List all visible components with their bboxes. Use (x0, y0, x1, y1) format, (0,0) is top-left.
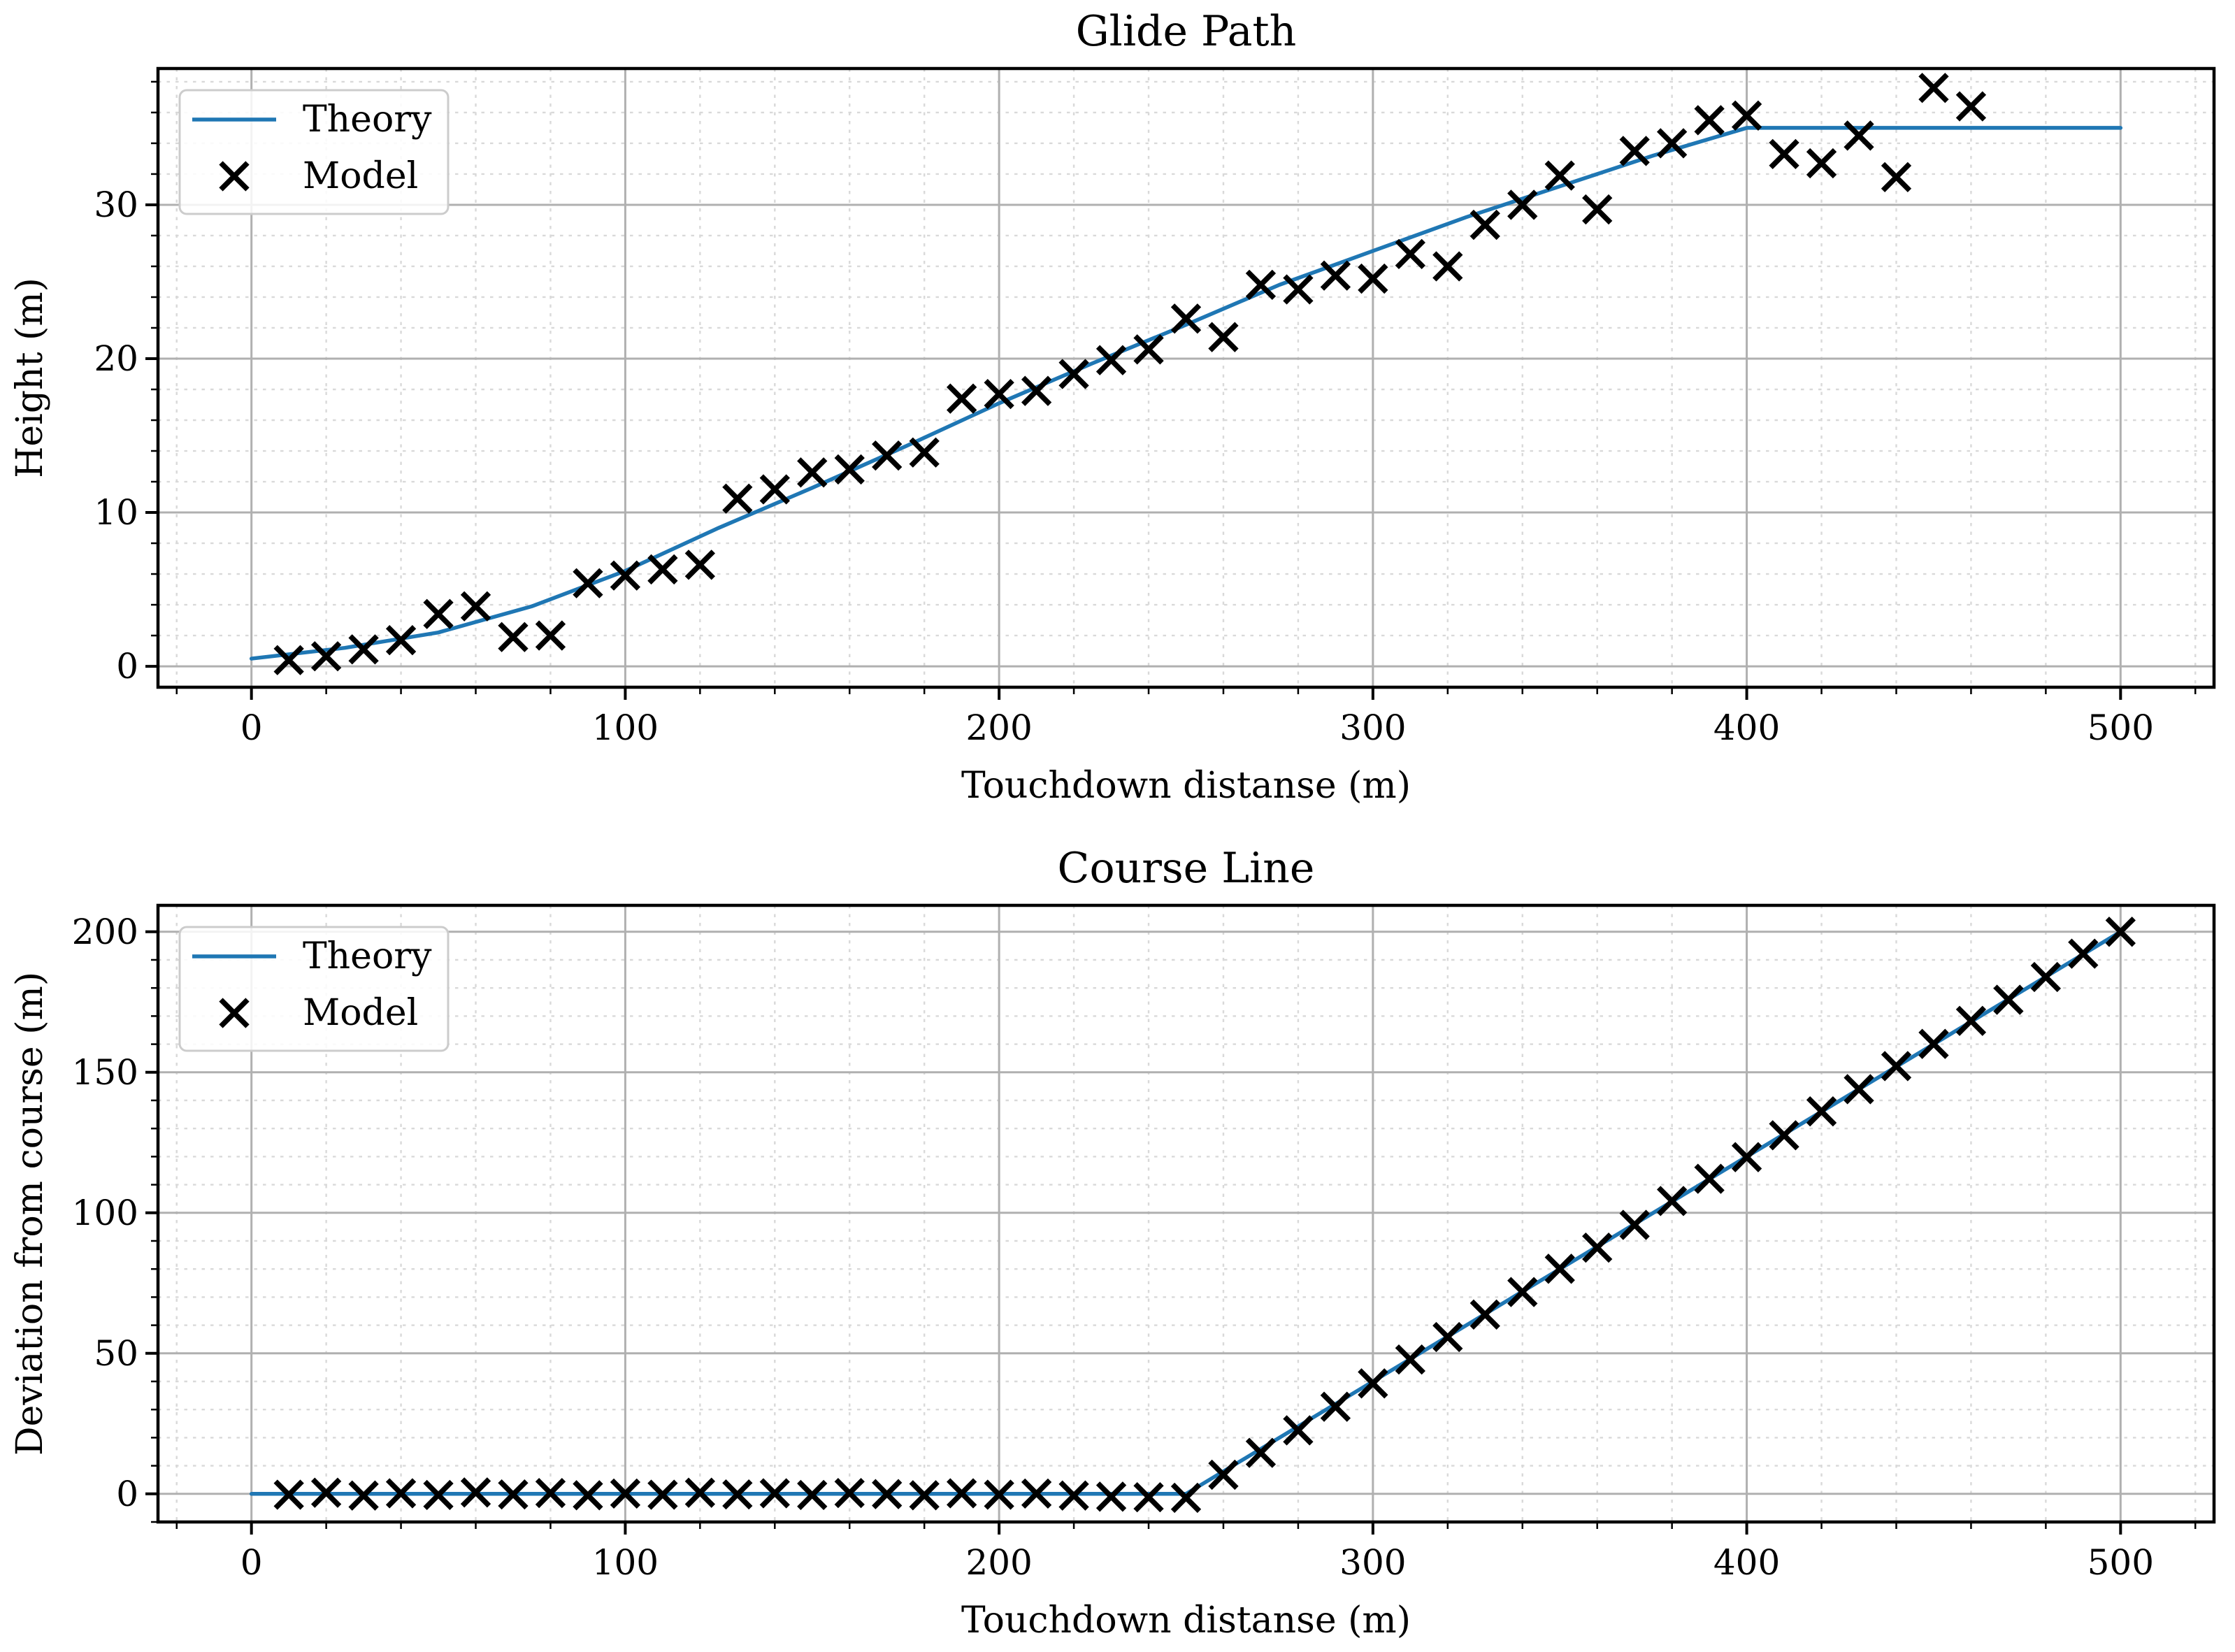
chart-title: Glide Path (1076, 7, 1297, 56)
grid-major (158, 69, 2214, 687)
theory-line (249, 126, 2123, 661)
legend-model-marker-sample (219, 998, 250, 1028)
legend: Theory Model (178, 89, 450, 215)
grid-minor (158, 69, 2214, 687)
chart-course-line: 0 100 200 300 400 500 0 50 100 150 200 Course Line T… (9, 844, 2216, 1642)
ticks (145, 80, 2197, 700)
x-tick-label: 300 (1339, 1542, 1406, 1583)
chart-title: Course Line (1058, 844, 1315, 893)
y-tick-label: 150 (72, 1052, 138, 1093)
y-axis-label: Height (m) (9, 278, 51, 478)
legend-entry-label: Theory (303, 935, 432, 977)
y-tick-label: 10 (94, 492, 138, 533)
legend-entry-label: Theory (303, 99, 432, 141)
model-scatter (273, 917, 2136, 1514)
axes-spines (156, 66, 2216, 689)
x-tick-label: 100 (592, 1542, 659, 1583)
x-axis-label: Touchdown distanse (m) (961, 765, 1411, 807)
x-tick-label: 500 (2087, 708, 2154, 748)
legend-entry-label: Model (303, 992, 418, 1034)
y-tick-label: 0 (116, 646, 138, 687)
y-tick-label: 20 (94, 338, 138, 379)
y-tick-label: 200 (72, 912, 138, 952)
x-tick-label: 100 (592, 708, 659, 748)
y-tick-label: 100 (72, 1193, 138, 1233)
x-tick-label: 0 (240, 708, 263, 748)
chart-glide-path: 0 100 200 300 400 500 0 10 20 30 Glide Path Touchdo… (9, 7, 2216, 807)
legend-model-marker-sample (219, 161, 250, 192)
legend: Theory Model (178, 926, 450, 1052)
y-tick-label: 0 (116, 1474, 138, 1514)
x-tick-label: 200 (965, 708, 1032, 748)
x-axis-label: Touchdown distanse (m) (961, 1600, 1411, 1642)
theory-line (249, 930, 2123, 1496)
x-tick-label: 400 (1713, 1542, 1780, 1583)
y-tick-label: 50 (94, 1333, 138, 1374)
x-tick-label: 200 (965, 1542, 1032, 1583)
ticks (145, 930, 2197, 1535)
x-tick-label: 400 (1713, 708, 1780, 748)
x-tick-label: 300 (1339, 708, 1406, 748)
x-tick-label: 0 (240, 1542, 263, 1583)
model-scatter (273, 73, 1987, 675)
y-tick-label: 30 (94, 185, 138, 225)
y-axis-label: Deviation from course (m) (9, 972, 51, 1456)
x-tick-label: 500 (2087, 1542, 2154, 1583)
legend-entry-label: Model (303, 155, 418, 197)
